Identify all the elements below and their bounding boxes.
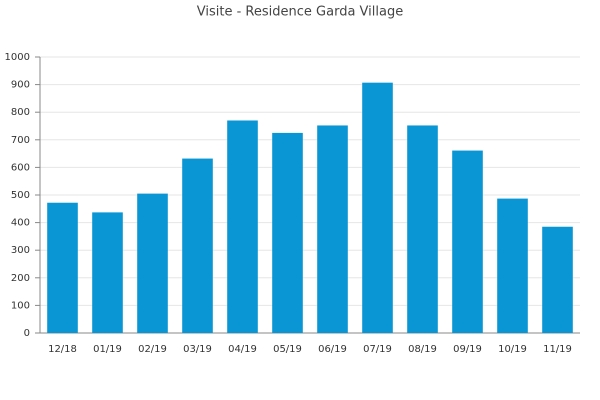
y-tick-label: 1000 (5, 52, 30, 63)
x-tick-label: 06/19 (318, 344, 347, 355)
bar (362, 82, 393, 333)
bar (92, 212, 123, 333)
y-tick-label: 400 (11, 218, 30, 229)
x-tick-label: 10/19 (498, 344, 527, 355)
x-tick-label: 01/19 (93, 344, 122, 355)
bar (227, 120, 258, 333)
y-tick-label: 900 (11, 80, 30, 91)
bar (137, 193, 168, 333)
x-tick-label: 07/19 (363, 344, 392, 355)
bar (317, 125, 348, 333)
bar (452, 150, 483, 333)
x-tick-label: 12/18 (48, 344, 77, 355)
x-tick-label: 08/19 (408, 344, 437, 355)
bar (407, 125, 438, 333)
y-tick-label: 300 (11, 245, 30, 256)
x-tick-label: 02/19 (138, 344, 167, 355)
x-tick-label: 04/19 (228, 344, 257, 355)
bar (497, 198, 528, 333)
x-tick-label: 05/19 (273, 344, 302, 355)
chart-title: Visite - Residence Garda Village (197, 5, 403, 20)
y-tick-label: 0 (24, 328, 30, 339)
x-tick-label: 11/19 (543, 344, 572, 355)
bar (47, 202, 78, 333)
y-tick-label: 200 (11, 273, 30, 284)
y-tick-label: 800 (11, 107, 30, 118)
bar (542, 226, 573, 333)
y-tick-label: 600 (11, 162, 30, 173)
x-tick-label: 03/19 (183, 344, 212, 355)
x-tick-label: 09/19 (453, 344, 482, 355)
bar (182, 158, 213, 333)
y-tick-label: 700 (11, 135, 30, 146)
y-tick-label: 500 (11, 190, 30, 201)
bar (272, 132, 303, 333)
y-tick-label: 100 (11, 300, 30, 311)
